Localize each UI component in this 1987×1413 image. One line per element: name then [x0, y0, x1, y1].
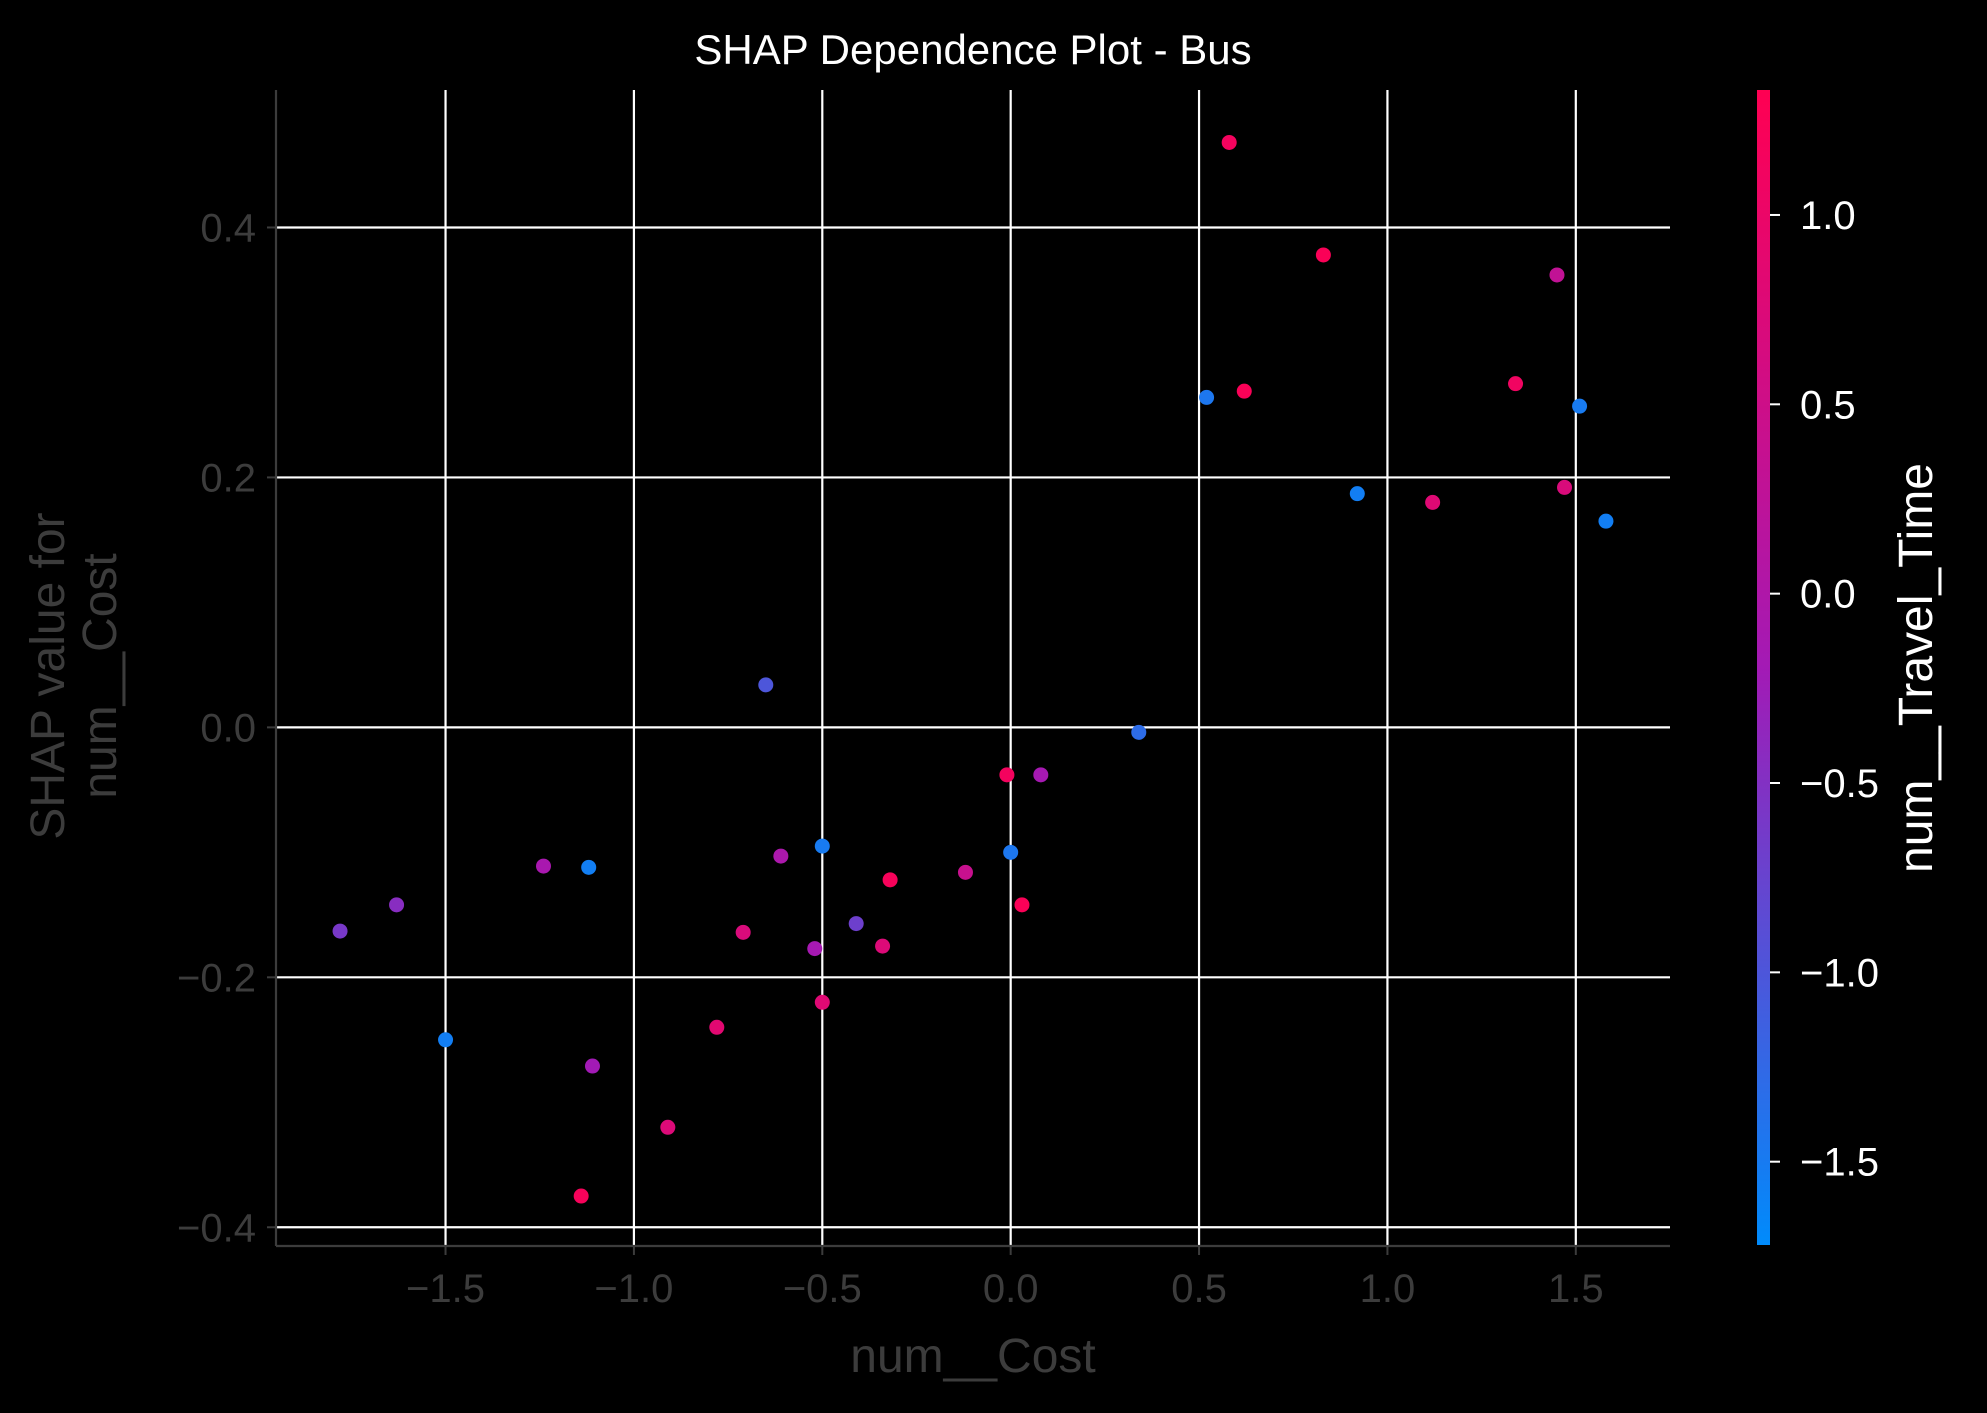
scatter-point-13	[814, 838, 830, 854]
x-tick-label-0: −1.5	[406, 1267, 485, 1311]
scatter-point-29	[1425, 494, 1441, 510]
y-tick-label-4: 0.4	[200, 206, 256, 250]
scatter-point-2	[438, 1032, 454, 1048]
scatter-point-6	[584, 1058, 600, 1074]
y-axis-label: SHAP value for num__Cost	[22, 512, 127, 839]
scatter-point-17	[882, 872, 898, 888]
scatter-point-22	[1033, 767, 1049, 783]
x-tick-label-4: 0.5	[1171, 1267, 1227, 1311]
colorbar-tick-label-2: −0.5	[1800, 762, 1879, 806]
scatter-point-11	[773, 848, 789, 864]
x-tick-label-1: −1.0	[594, 1267, 673, 1311]
colorbar-tick-label-5: 1.0	[1800, 194, 1856, 238]
grid-lines	[276, 90, 1670, 1246]
chart-title: SHAP Dependence Plot - Bus	[694, 26, 1251, 73]
scatter-point-30	[1508, 376, 1524, 392]
scatter-point-34	[1598, 513, 1614, 529]
scatter-point-9	[735, 924, 751, 940]
scatter-point-18	[957, 864, 973, 880]
scatter-point-23	[1131, 724, 1147, 740]
y-tick-label-0: −0.4	[177, 1206, 256, 1250]
colorbar-tick-label-3: 0.0	[1800, 573, 1856, 617]
scatter-point-0	[332, 923, 348, 939]
scatter-point-21	[1014, 897, 1030, 913]
y-tick-label-1: −0.2	[177, 956, 256, 1000]
scatter-point-24	[1199, 389, 1215, 405]
scatter-point-4	[581, 859, 597, 875]
scatter-points	[332, 134, 1614, 1204]
scatter-point-5	[573, 1188, 589, 1204]
y-axis-label-line-1: SHAP value for	[22, 512, 75, 839]
scatter-point-10	[758, 677, 774, 693]
scatter-point-27	[1315, 247, 1331, 263]
colorbar-label: num__Travel_Time	[1890, 463, 1943, 873]
x-tick-label-6: 1.5	[1548, 1267, 1604, 1311]
scatter-point-31	[1549, 267, 1565, 283]
x-axis-label: num__Cost	[850, 1330, 1095, 1383]
scatter-point-32	[1557, 479, 1573, 495]
scatter-point-28	[1349, 486, 1365, 502]
colorbar-label-text: num__Travel_Time	[1890, 463, 1943, 873]
colorbar	[1757, 90, 1770, 1245]
scatter-point-7	[660, 1119, 676, 1135]
scatter-point-1	[389, 897, 405, 913]
colorbar-tick-label-4: 0.5	[1800, 383, 1856, 427]
colorbar-ticks: −1.5 −1.0 −0.5 0.0 0.5 1.0	[1770, 194, 1879, 1185]
scatter-point-12	[807, 941, 823, 957]
y-axis-ticks: −0.4 −0.2 0.0 0.2 0.4	[177, 206, 276, 1250]
scatter-point-25	[1221, 134, 1237, 150]
x-tick-label-2: −0.5	[783, 1267, 862, 1311]
scatter-point-16	[875, 938, 891, 954]
axes-spines	[274, 90, 1670, 1248]
scatter-point-3	[535, 858, 551, 874]
y-axis-label-line-2: num__Cost	[74, 553, 127, 798]
y-tick-label-3: 0.2	[200, 456, 256, 500]
y-tick-label-2: 0.0	[200, 706, 256, 750]
scatter-point-33	[1572, 398, 1588, 414]
scatter-point-19	[999, 767, 1015, 783]
scatter-point-20	[1003, 844, 1019, 860]
x-tick-label-3: 0.0	[983, 1267, 1039, 1311]
scatter-point-15	[848, 916, 864, 932]
scatter-point-26	[1236, 383, 1252, 399]
colorbar-tick-label-1: −1.0	[1800, 951, 1879, 995]
scatter-point-8	[709, 1019, 725, 1035]
colorbar-tick-label-0: −1.5	[1800, 1141, 1879, 1185]
x-axis-ticks: −1.5 −1.0 −0.5 0.0 0.5 1.0 1.5	[406, 1246, 1604, 1311]
x-tick-label-5: 1.0	[1360, 1267, 1416, 1311]
scatter-point-14	[814, 994, 830, 1010]
